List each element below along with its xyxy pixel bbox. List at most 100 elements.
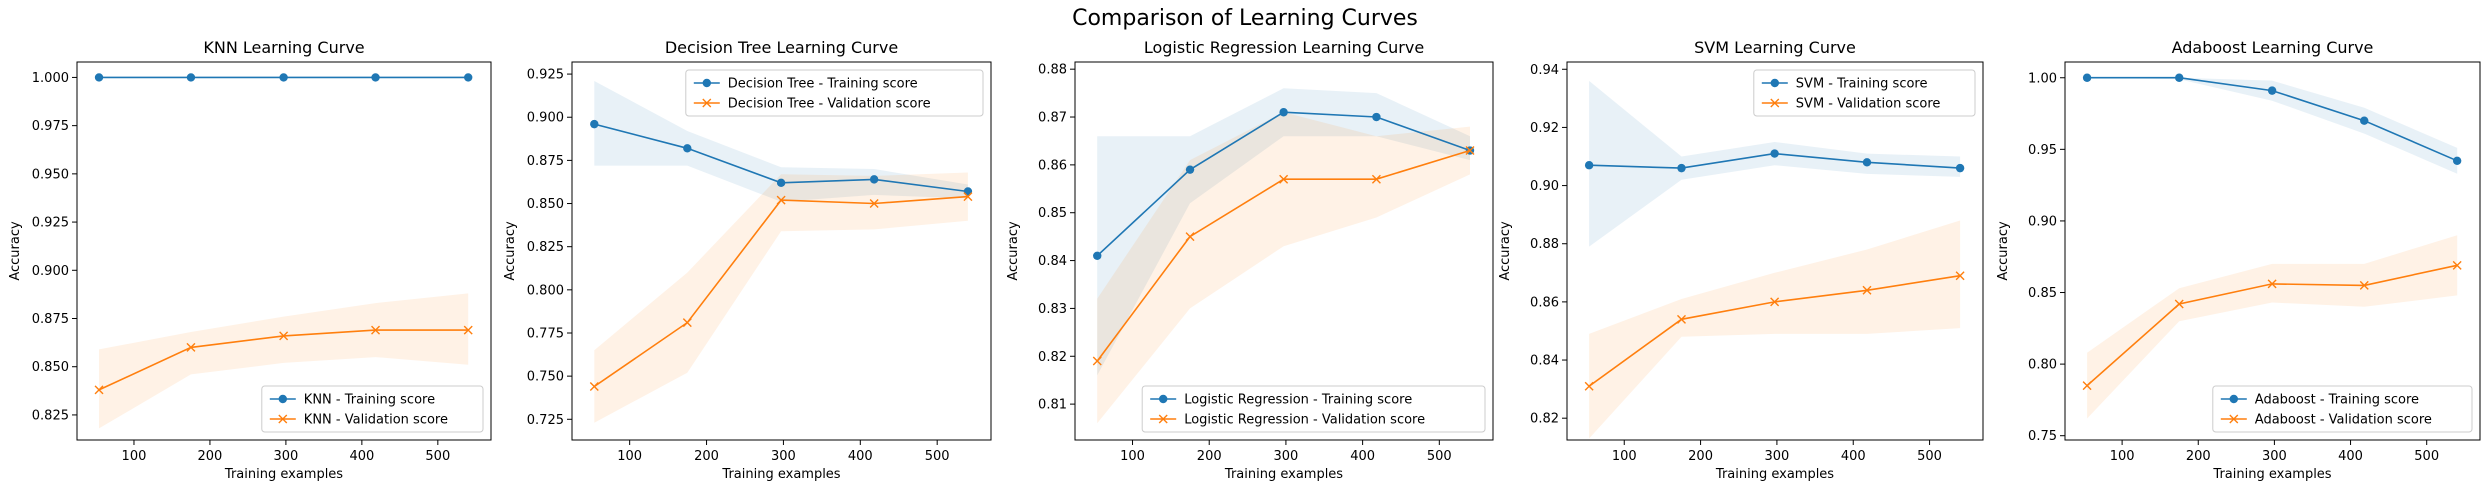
x-tick-label: 400 — [2338, 449, 2363, 464]
legend: KNN - Training score KNN - Validation sco… — [261, 385, 484, 433]
legend-box — [2212, 385, 2473, 433]
y-tick-label: 0.925 — [32, 216, 69, 231]
x-tick-label: 300 — [1274, 449, 1299, 464]
data-point-training — [2082, 73, 2092, 82]
data-point-training — [2267, 86, 2277, 95]
data-point-training — [186, 73, 196, 82]
data-point-validation — [2359, 280, 2369, 290]
legend-label: Decision Tree - Training score — [728, 77, 918, 92]
y-tick-label: 0.82 — [1530, 412, 1559, 427]
x-tick-label: 300 — [771, 449, 796, 464]
x-tick-label: 500 — [1917, 449, 1942, 464]
y-tick-label: 0.750 — [527, 370, 564, 385]
x-tick-label: 200 — [198, 449, 223, 464]
legend-label: Decision Tree - Validation score — [728, 97, 931, 112]
data-point-training — [1279, 108, 1288, 117]
data-point-validation — [682, 318, 692, 328]
y-tick-label: 0.82 — [1038, 350, 1067, 365]
x-axis-label: Training examples — [1715, 467, 1834, 482]
data-point-training — [464, 73, 473, 82]
std-band-training — [594, 81, 968, 202]
data-point-validation — [1465, 146, 1475, 156]
data-point-validation — [1955, 271, 1965, 281]
data-point-training — [776, 178, 786, 188]
data-point-training — [869, 175, 879, 184]
y-axis-label: Accuracy — [503, 221, 518, 281]
data-point-training — [590, 119, 599, 129]
legend: Adaboost - Training score Adaboost - Vali… — [2212, 385, 2473, 433]
legend-marker-x — [702, 98, 712, 108]
axes-frame — [1566, 61, 1984, 441]
chart-title: SVM Learning Curve — [1694, 38, 1856, 57]
y-tick-label: 0.75 — [2028, 429, 2057, 444]
data-point-validation — [1862, 285, 1872, 295]
data-point-validation — [589, 381, 599, 391]
legend-label: Adaboost - Validation score — [2255, 413, 2432, 428]
x-tick-label: 500 — [2414, 449, 2439, 464]
legend-box — [685, 69, 984, 117]
x-axis-label: Training examples — [2212, 467, 2331, 482]
legend-marker-circle — [1159, 394, 1168, 404]
x-tick-label: 300 — [273, 449, 298, 464]
data-point-training — [1862, 158, 1872, 167]
x-tick-label: 400 — [1350, 449, 1375, 464]
data-point-training — [2360, 116, 2369, 125]
chart-title: Adaboost Learning Curve — [2172, 38, 2374, 57]
y-tick-label: 0.80 — [2028, 358, 2057, 373]
x-tick-label: 400 — [848, 449, 873, 464]
x-tick-label: 200 — [2186, 449, 2211, 464]
data-point-training — [1770, 149, 1779, 158]
data-point-validation — [2267, 279, 2277, 289]
x-tick-label: 200 — [694, 449, 719, 464]
plot-area — [1584, 80, 1965, 439]
y-axis-label: Accuracy — [1498, 221, 1513, 281]
plot-area — [1092, 88, 1475, 424]
y-tick-label: 0.90 — [1530, 179, 1559, 194]
x-tick-label: 100 — [617, 449, 642, 464]
data-point-validation — [869, 199, 879, 209]
x-tick-label: 500 — [925, 449, 950, 464]
y-tick-label: 0.87 — [1038, 111, 1067, 126]
data-point-training — [1185, 165, 1195, 174]
std-band-validation — [594, 172, 968, 423]
x-tick-label: 500 — [425, 449, 450, 464]
y-tick-label: 0.88 — [1038, 63, 1067, 78]
legend-marker-circle — [1770, 78, 1780, 88]
std-band-validation — [99, 293, 469, 429]
x-axis-label: Training examples — [1224, 467, 1343, 482]
y-tick-label: 0.94 — [1530, 63, 1559, 78]
x-tick-label: 400 — [349, 449, 374, 464]
y-tick-label: 0.825 — [32, 408, 69, 423]
y-axis-label: Accuracy — [8, 221, 23, 281]
data-point-training — [2175, 73, 2184, 82]
y-tick-label: 0.85 — [2028, 286, 2057, 301]
y-tick-label: 0.90 — [2028, 214, 2057, 229]
x-tick-label: 200 — [1688, 449, 1713, 464]
legend-marker-circle — [2229, 394, 2238, 404]
plot-area — [2082, 73, 2462, 419]
legend-box — [261, 385, 484, 433]
data-point-validation — [371, 325, 381, 335]
plot-area — [589, 81, 973, 423]
legend: SVM - Training score SVM - Validation sco… — [1753, 69, 1976, 117]
y-tick-label: 0.975 — [32, 119, 69, 134]
y-tick-label: 0.825 — [527, 240, 564, 255]
legend-label: Adaboost - Training score — [2255, 393, 2419, 408]
x-tick-label: 100 — [1120, 449, 1145, 464]
legend-box — [1753, 69, 1976, 117]
x-tick-label: 100 — [2110, 449, 2135, 464]
x-tick-label: 300 — [2262, 449, 2287, 464]
y-tick-label: 0.875 — [527, 154, 564, 169]
x-tick-label: 500 — [1427, 449, 1452, 464]
x-tick-label: 200 — [1197, 449, 1222, 464]
data-point-validation — [2082, 381, 2092, 391]
y-tick-label: 0.86 — [1038, 158, 1067, 173]
legend-label: KNN - Training score — [304, 393, 435, 408]
legend-label: SVM - Training score — [1796, 77, 1928, 92]
legend-marker-x — [1770, 98, 1780, 108]
y-tick-label: 0.800 — [527, 283, 564, 298]
